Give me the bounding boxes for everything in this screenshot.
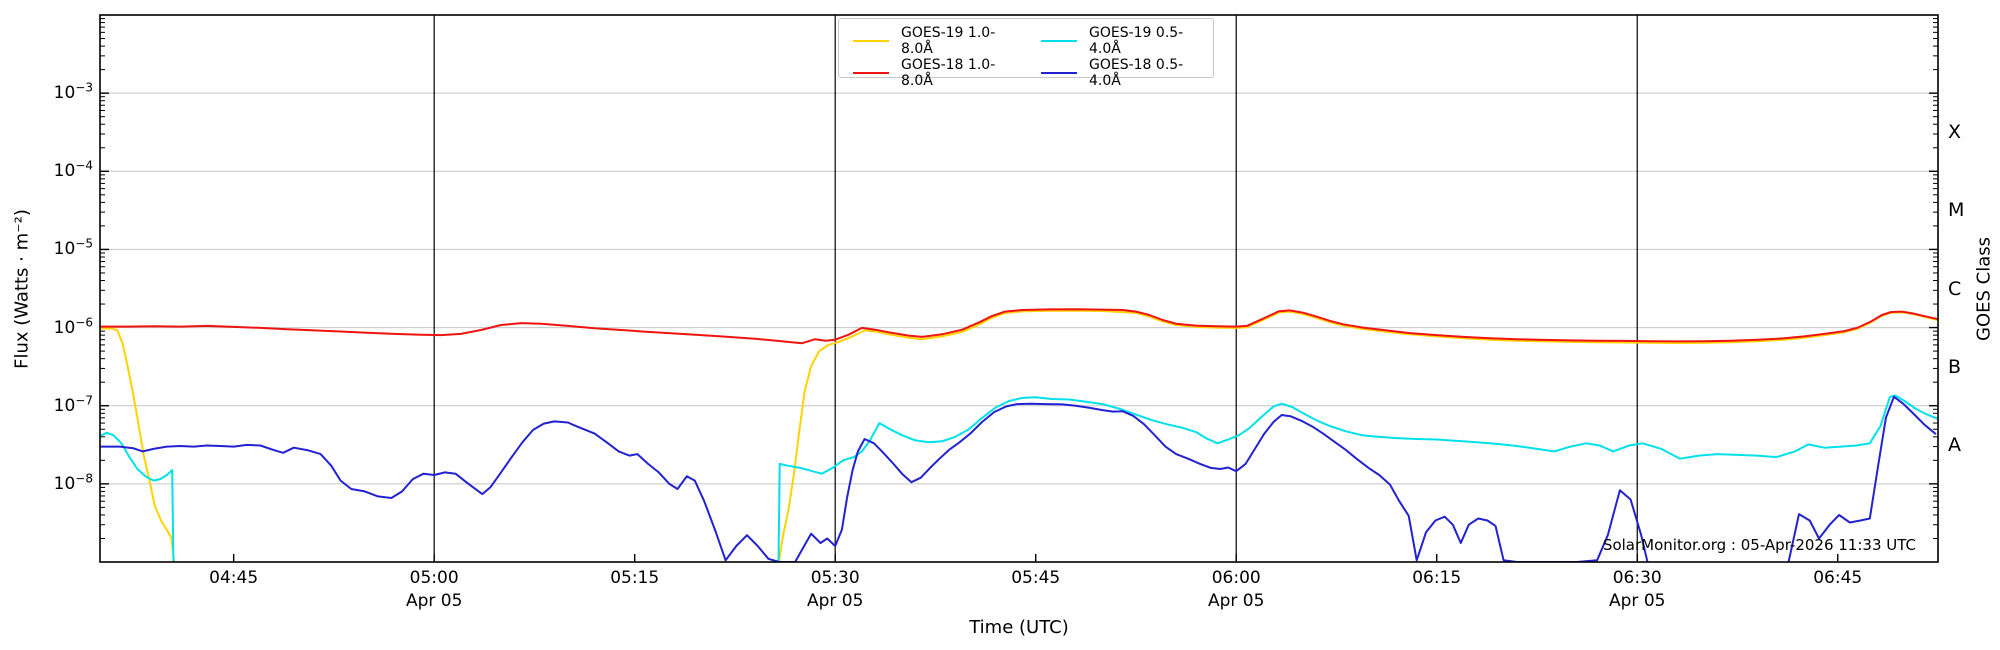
legend-line-swatch-goes18-short (1041, 72, 1077, 74)
series-line-goes-19-1-0-8-0- (777, 309, 1938, 562)
legend-label: GOES-19 1.0-8.0Å (901, 25, 996, 57)
series-line-goes-18-0-5-4-0- (100, 395, 1937, 562)
y-tick-label: 10−5 (53, 236, 93, 260)
plot-border (99, 14, 1939, 563)
legend-item: GOES-18 0.5-4.0Å (1041, 57, 1203, 89)
x-tick-label: 06:45 (1813, 568, 1863, 588)
legend-item: GOES-18 1.0-8.0Å (853, 57, 1015, 89)
x-tick-label: 04:45 (209, 568, 259, 588)
goes-class-label-m: M (1948, 199, 1965, 222)
y-tick-label: 10−4 (53, 158, 93, 182)
x-tick-date-label: Apr 05 (1609, 591, 1666, 611)
series-line-goes-19-0-5-4-0- (100, 431, 175, 562)
x-tick-label: 06:00 (1211, 568, 1261, 588)
x-tick-label: 06:30 (1612, 568, 1662, 588)
series-line-goes-19-1-0-8-0- (100, 327, 176, 562)
solarmonitor-watermark: SolarMonitor.org : 05-Apr-2026 11:33 UTC (1602, 536, 1916, 554)
legend-item: GOES-19 0.5-4.0Å (1041, 25, 1203, 57)
goes-class-label-a: A (1948, 433, 1961, 456)
legend-label: GOES-18 1.0-8.0Å (901, 57, 996, 89)
legend-line-swatch-goes18-long (853, 72, 889, 74)
x-tick-date-label: Apr 05 (405, 591, 463, 611)
legend-line-swatch-goes19-short (1041, 40, 1077, 42)
y-tick-label: 10−3 (53, 80, 93, 104)
y-axis-title-goes-class: GOES Class (1973, 236, 1995, 341)
legend-line-swatch-goes19-long (853, 40, 889, 42)
x-tick-date-label: Apr 05 (806, 591, 864, 611)
x-tick-label: 05:15 (610, 568, 660, 588)
x-tick-label: 05:45 (1011, 568, 1061, 588)
x-tick-label: 05:00 (409, 568, 459, 588)
legend-item: GOES-19 1.0-8.0Å (853, 25, 1015, 57)
series-line-goes-19-0-5-4-0- (777, 394, 1938, 562)
y-tick-label: 10−8 (53, 471, 93, 495)
x-axis-title: Time (UTC) (969, 617, 1069, 638)
goes-class-label-b: B (1948, 355, 1962, 378)
goes-class-label-x: X (1948, 121, 1962, 144)
x-tick-date-label: Apr 05 (1207, 591, 1265, 611)
y-axis-title-flux: Flux (Watts · m⁻²) (11, 208, 33, 369)
x-tick-label: 05:30 (810, 568, 860, 588)
legend-box: GOES-19 1.0-8.0Å GOES-19 0.5-4.0Å GOES-1… (838, 18, 1214, 89)
x-tick-label: 06:15 (1412, 568, 1462, 588)
series-line-goes-18-1-0-8-0- (100, 308, 1938, 345)
y-tick-label: 10−6 (53, 315, 93, 338)
goes-class-label-c: C (1948, 277, 1962, 300)
y-tick-label: 10−7 (53, 393, 93, 416)
legend-label: GOES-18 0.5-4.0Å (1089, 57, 1184, 89)
legend-label: GOES-19 0.5-4.0Å (1089, 25, 1184, 57)
